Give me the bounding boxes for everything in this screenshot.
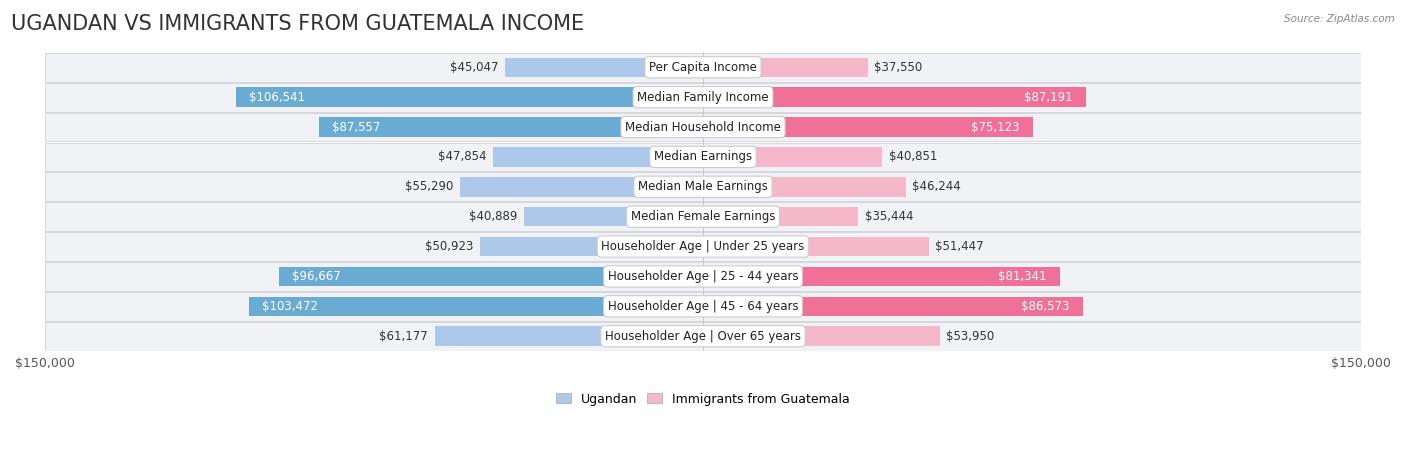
Bar <box>45 172 1361 201</box>
Bar <box>249 297 703 316</box>
Bar <box>494 147 703 167</box>
Bar <box>703 117 1032 137</box>
Bar <box>703 57 868 77</box>
Bar <box>703 87 1085 107</box>
Text: $35,444: $35,444 <box>865 210 914 223</box>
Bar <box>703 267 1060 286</box>
Text: Median Earnings: Median Earnings <box>654 150 752 163</box>
Text: $55,290: $55,290 <box>405 180 454 193</box>
Text: $40,851: $40,851 <box>889 150 938 163</box>
Text: Householder Age | 45 - 64 years: Householder Age | 45 - 64 years <box>607 300 799 313</box>
Text: $51,447: $51,447 <box>935 240 984 253</box>
Text: Source: ZipAtlas.com: Source: ZipAtlas.com <box>1284 14 1395 24</box>
Bar <box>45 322 1361 351</box>
Bar <box>319 117 703 137</box>
Text: $106,541: $106,541 <box>249 91 305 104</box>
Text: Householder Age | 25 - 44 years: Householder Age | 25 - 44 years <box>607 270 799 283</box>
Text: $50,923: $50,923 <box>425 240 472 253</box>
Bar <box>703 326 939 346</box>
Text: $87,557: $87,557 <box>332 120 381 134</box>
Bar <box>45 113 1361 142</box>
Text: Median Male Earnings: Median Male Earnings <box>638 180 768 193</box>
Text: $87,191: $87,191 <box>1024 91 1073 104</box>
Bar <box>703 177 905 197</box>
Text: UGANDAN VS IMMIGRANTS FROM GUATEMALA INCOME: UGANDAN VS IMMIGRANTS FROM GUATEMALA INC… <box>11 14 585 34</box>
Text: Per Capita Income: Per Capita Income <box>650 61 756 74</box>
Text: $103,472: $103,472 <box>263 300 318 313</box>
Text: $75,123: $75,123 <box>972 120 1019 134</box>
Text: Median Female Earnings: Median Female Earnings <box>631 210 775 223</box>
Bar <box>460 177 703 197</box>
Text: Householder Age | Over 65 years: Householder Age | Over 65 years <box>605 330 801 343</box>
Bar <box>45 292 1361 321</box>
Bar <box>479 237 703 256</box>
Bar <box>45 142 1361 171</box>
Text: Householder Age | Under 25 years: Householder Age | Under 25 years <box>602 240 804 253</box>
Bar <box>45 232 1361 261</box>
Text: $86,573: $86,573 <box>1021 300 1070 313</box>
Text: $81,341: $81,341 <box>998 270 1046 283</box>
Bar <box>45 83 1361 112</box>
Bar <box>505 57 703 77</box>
Text: $61,177: $61,177 <box>380 330 427 343</box>
Bar <box>278 267 703 286</box>
Bar <box>45 53 1361 82</box>
Text: Median Family Income: Median Family Income <box>637 91 769 104</box>
Text: Median Household Income: Median Household Income <box>626 120 780 134</box>
Text: $46,244: $46,244 <box>912 180 962 193</box>
Text: $37,550: $37,550 <box>875 61 922 74</box>
Bar <box>45 202 1361 231</box>
Text: $47,854: $47,854 <box>439 150 486 163</box>
Text: $40,889: $40,889 <box>468 210 517 223</box>
Bar <box>434 326 703 346</box>
Bar <box>703 237 929 256</box>
Bar <box>703 207 859 226</box>
Bar <box>523 207 703 226</box>
Bar <box>45 262 1361 291</box>
Bar <box>703 297 1083 316</box>
Legend: Ugandan, Immigrants from Guatemala: Ugandan, Immigrants from Guatemala <box>551 388 855 410</box>
Bar <box>703 147 882 167</box>
Text: $96,667: $96,667 <box>292 270 340 283</box>
Bar <box>236 87 703 107</box>
Text: $53,950: $53,950 <box>946 330 994 343</box>
Text: $45,047: $45,047 <box>450 61 499 74</box>
